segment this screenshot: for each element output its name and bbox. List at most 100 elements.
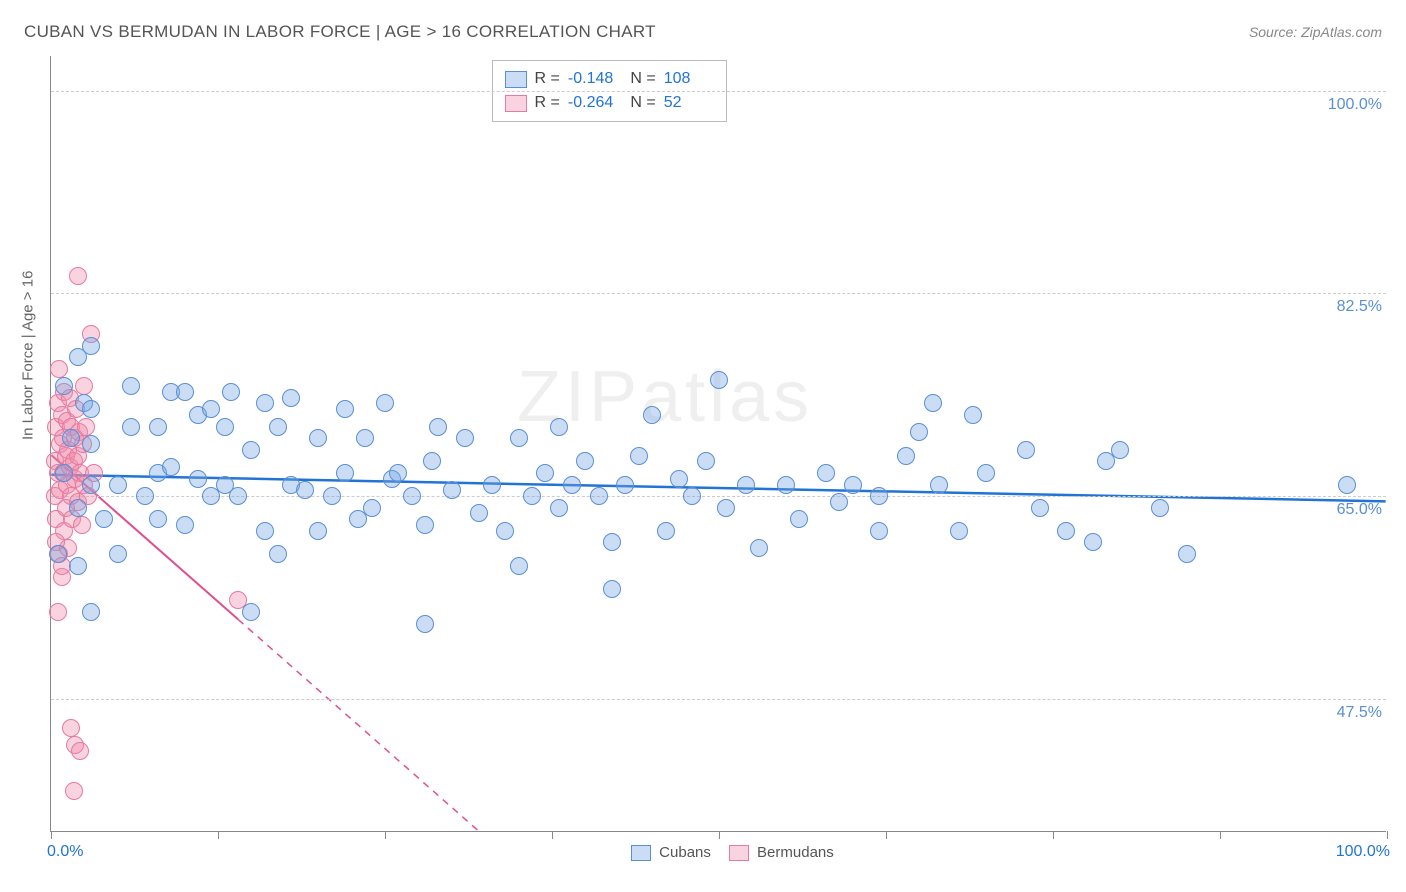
data-point-cuban [222,383,240,401]
data-point-cuban [189,470,207,488]
data-point-cuban [242,603,260,621]
data-point-cuban [323,487,341,505]
x-tick [1053,831,1054,839]
x-tick [719,831,720,839]
data-point-cuban [282,389,300,407]
data-point-cuban [49,545,67,563]
data-point-cuban [910,423,928,441]
data-point-cuban [62,429,80,447]
data-point-cuban [363,499,381,517]
data-point-cuban [1057,522,1075,540]
data-point-cuban [149,510,167,528]
data-point-bermudan [73,516,91,534]
data-point-cuban [697,452,715,470]
data-point-cuban [176,383,194,401]
legend-swatch-icon [631,845,651,861]
data-point-cuban [590,487,608,505]
data-point-cuban [717,499,735,517]
data-point-cuban [950,522,968,540]
data-point-cuban [122,377,140,395]
data-point-cuban [563,476,581,494]
data-point-cuban [176,516,194,534]
data-point-cuban [109,476,127,494]
data-point-cuban [55,464,73,482]
data-point-cuban [95,510,113,528]
data-point-bermudan [49,603,67,621]
x-tick [552,831,553,839]
data-point-cuban [256,522,274,540]
data-point-cuban [416,615,434,633]
data-point-cuban [1338,476,1356,494]
data-point-cuban [483,476,501,494]
x-tick [385,831,386,839]
data-point-cuban [309,429,327,447]
data-point-cuban [897,447,915,465]
data-point-cuban [550,418,568,436]
r-value-bermudans: -0.264 [568,91,618,115]
data-point-cuban [1178,545,1196,563]
data-point-cuban [616,476,634,494]
legend-swatch-bermudans [505,95,527,112]
data-point-cuban [336,400,354,418]
legend-item-cubans: Cubans [631,844,711,861]
grid-line [51,91,1386,92]
data-point-cuban [269,418,287,436]
data-point-cuban [657,522,675,540]
x-tick [886,831,887,839]
data-point-cuban [870,487,888,505]
x-tick [1220,831,1221,839]
data-point-cuban [216,418,234,436]
data-point-cuban [55,377,73,395]
data-point-cuban [423,452,441,470]
data-point-cuban [82,476,100,494]
series-legend: Cubans Bermudans [631,844,834,861]
grid-line [51,496,1386,497]
data-point-cuban [510,429,528,447]
data-point-cuban [930,476,948,494]
n-value-bermudans: 52 [664,91,714,115]
n-label: N = [626,67,656,91]
n-label: N = [626,91,656,115]
data-point-cuban [149,418,167,436]
data-point-cuban [109,545,127,563]
data-point-cuban [122,418,140,436]
data-point-cuban [69,499,87,517]
data-point-cuban [1017,441,1035,459]
data-point-cuban [162,458,180,476]
data-point-cuban [376,394,394,412]
plot-area: ZIPatlas R = -0.148 N = 108 R = -0.264 N… [50,56,1386,832]
data-point-bermudan [62,719,80,737]
y-tick-label: 47.5% [1337,704,1390,722]
y-tick-label: 82.5% [1337,298,1390,316]
data-point-cuban [69,557,87,575]
legend-swatch-cubans [505,71,527,88]
r-label: R = [535,67,560,91]
chart-title: CUBAN VS BERMUDAN IN LABOR FORCE | AGE >… [24,22,656,42]
data-point-cuban [356,429,374,447]
data-point-cuban [683,487,701,505]
data-point-cuban [576,452,594,470]
data-point-cuban [202,400,220,418]
data-point-cuban [416,516,434,534]
x-tick [1387,831,1388,839]
data-point-cuban [750,539,768,557]
data-point-cuban [830,493,848,511]
n-value-cubans: 108 [664,67,714,91]
data-point-cuban [296,481,314,499]
data-point-cuban [603,533,621,551]
data-point-cuban [136,487,154,505]
y-tick-label: 65.0% [1337,501,1390,519]
data-point-cuban [389,464,407,482]
data-point-cuban [443,481,461,499]
data-point-cuban [924,394,942,412]
data-point-bermudan [75,377,93,395]
data-point-bermudan [77,418,95,436]
data-point-cuban [82,435,100,453]
data-point-cuban [977,464,995,482]
y-axis-label: In Labor Force | Age > 16 [20,271,37,440]
data-point-cuban [229,487,247,505]
legend-row-cubans: R = -0.148 N = 108 [505,67,714,91]
data-point-cuban [737,476,755,494]
y-tick-label: 100.0% [1328,96,1390,114]
data-point-bermudan [69,267,87,285]
